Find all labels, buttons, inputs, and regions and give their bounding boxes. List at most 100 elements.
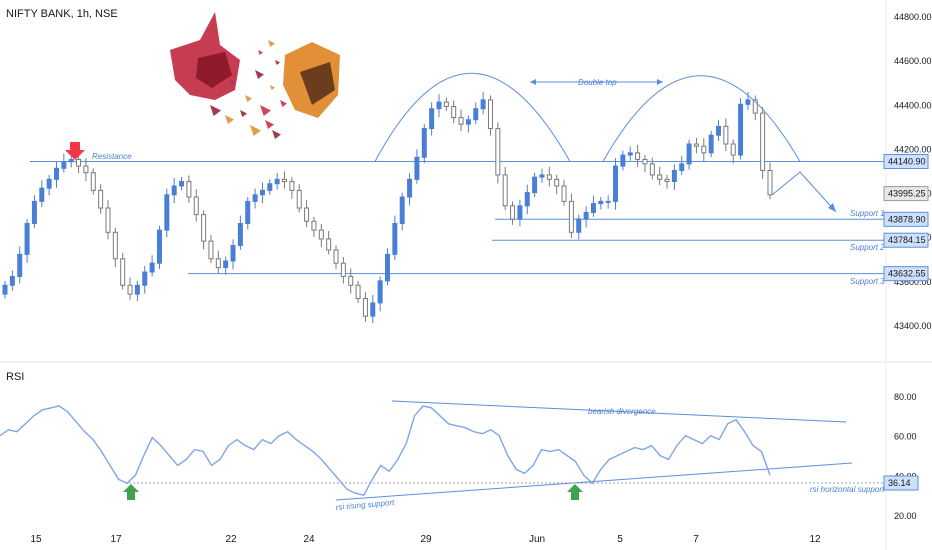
rsi-rising-support-label: rsi rising support xyxy=(335,498,395,512)
candle xyxy=(407,173,413,206)
candle-body xyxy=(767,170,773,196)
illustration-shard xyxy=(210,105,221,116)
candle-body xyxy=(502,174,508,207)
candle-body xyxy=(583,211,589,220)
candle-body xyxy=(532,176,538,194)
candle-body xyxy=(686,143,692,165)
candle xyxy=(68,155,74,168)
candle-body xyxy=(590,203,596,213)
candle-body xyxy=(31,200,37,224)
candle xyxy=(517,199,523,227)
candle-body xyxy=(149,262,155,273)
candle-body xyxy=(252,194,258,202)
candle-body xyxy=(561,185,567,202)
double-top-arc-left xyxy=(374,72,571,162)
candle-body xyxy=(230,245,236,262)
candle xyxy=(377,276,383,312)
candle-body xyxy=(377,280,383,304)
candle-body xyxy=(83,165,89,174)
illustration-shard xyxy=(245,95,252,102)
support-2-label: Support 2 xyxy=(850,243,885,252)
candle-body xyxy=(495,128,501,176)
rsi-value-box: 36.14 xyxy=(883,475,919,491)
candle xyxy=(392,215,398,261)
candle xyxy=(590,195,596,217)
support-3-label: Support 3 xyxy=(850,277,885,286)
candle xyxy=(134,280,140,302)
candle xyxy=(487,95,493,136)
candle-body xyxy=(451,105,457,119)
candle xyxy=(105,200,111,240)
candle xyxy=(355,280,361,303)
candle xyxy=(333,245,339,269)
candle xyxy=(627,146,633,161)
candle xyxy=(230,239,236,270)
candle xyxy=(31,195,37,228)
rsi-value-text: 36.14 xyxy=(888,478,911,488)
candle-body xyxy=(576,218,582,233)
candle xyxy=(539,168,545,183)
sell-arrow-icon xyxy=(65,142,85,160)
illustration-shard xyxy=(230,80,235,85)
candle-body xyxy=(134,284,140,295)
candle-body xyxy=(554,178,560,187)
candle-body xyxy=(649,163,655,176)
candle xyxy=(649,157,655,180)
candle xyxy=(142,265,148,294)
candle xyxy=(451,100,457,124)
candle xyxy=(112,227,118,268)
candle-body xyxy=(68,158,74,163)
candle-body xyxy=(348,275,354,286)
candle xyxy=(385,248,390,286)
time-tick-label: 15 xyxy=(30,534,42,545)
time-tick-label: 5 xyxy=(617,534,623,545)
candle xyxy=(156,225,162,269)
candle-body xyxy=(333,249,339,264)
candle-body xyxy=(429,108,435,130)
candle xyxy=(370,294,376,324)
candle xyxy=(252,188,258,209)
rsi-horizontal-support-label: rsi horizontal support xyxy=(810,485,885,494)
candle xyxy=(90,168,96,195)
candle-body xyxy=(98,189,104,209)
candle-body xyxy=(193,196,199,216)
candle-body xyxy=(635,152,641,160)
candle-body xyxy=(671,170,677,183)
candle-body xyxy=(568,200,574,233)
candle xyxy=(701,138,707,162)
candle xyxy=(598,196,604,210)
candle xyxy=(716,120,722,141)
candle xyxy=(289,177,295,199)
candle xyxy=(61,153,67,173)
bull-head-shape xyxy=(170,12,240,100)
candle-body xyxy=(340,262,346,277)
candle xyxy=(613,158,619,210)
candle xyxy=(179,177,185,191)
candle xyxy=(46,174,52,196)
candle xyxy=(642,155,648,173)
candle-body xyxy=(752,99,758,114)
candle xyxy=(318,223,324,248)
price-label-text: 43995.25 xyxy=(888,189,926,199)
candle xyxy=(326,230,332,255)
rsi-line xyxy=(0,405,771,497)
candle-body xyxy=(539,174,545,178)
time-tick-label: 17 xyxy=(110,534,122,545)
rsi-support-arrow-icon xyxy=(123,484,139,500)
candle-body xyxy=(480,99,486,110)
double-top-arrow-head-left xyxy=(530,79,536,85)
candle-body xyxy=(120,258,126,286)
candle-body xyxy=(105,207,111,233)
candle-body xyxy=(517,205,523,220)
candle xyxy=(17,246,23,284)
candle-body xyxy=(657,174,663,180)
candle-body xyxy=(436,101,442,110)
candle-body xyxy=(458,117,464,125)
candle xyxy=(193,189,199,222)
price-label-box: 43632.55 xyxy=(883,266,929,282)
candle xyxy=(304,200,310,228)
candle xyxy=(495,122,501,184)
candle-body xyxy=(546,174,552,180)
candle-body xyxy=(17,253,23,277)
candle-body xyxy=(414,156,420,180)
